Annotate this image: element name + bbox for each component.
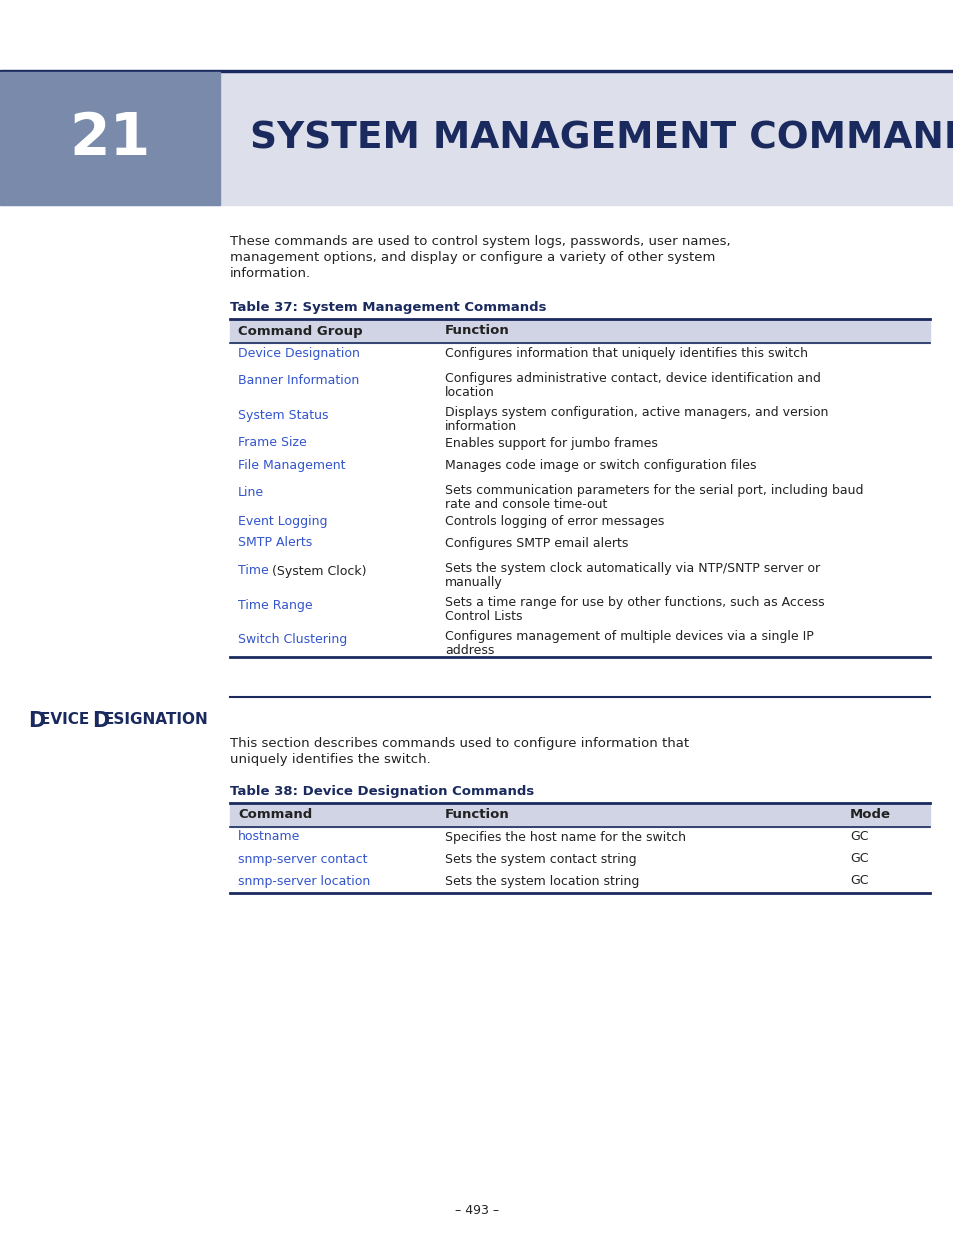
Text: Time: Time — [237, 564, 269, 578]
Text: Function: Function — [444, 325, 509, 337]
Text: Specifies the host name for the switch: Specifies the host name for the switch — [444, 830, 685, 844]
Text: Manages code image or switch configuration files: Manages code image or switch configurati… — [444, 458, 756, 472]
Text: Enables support for jumbo frames: Enables support for jumbo frames — [444, 436, 658, 450]
Text: Displays system configuration, active managers, and version: Displays system configuration, active ma… — [444, 406, 827, 419]
Text: information.: information. — [230, 267, 311, 280]
Text: Function: Function — [444, 809, 509, 821]
Text: EVICE: EVICE — [40, 713, 94, 727]
Text: D: D — [28, 711, 45, 731]
Text: Banner Information: Banner Information — [237, 374, 359, 388]
Text: GC: GC — [849, 874, 867, 888]
Text: Time Range: Time Range — [237, 599, 313, 611]
Text: File Management: File Management — [237, 458, 345, 472]
Text: Device Designation: Device Designation — [237, 347, 359, 359]
Text: These commands are used to control system logs, passwords, user names,: These commands are used to control syste… — [230, 235, 730, 248]
Text: D: D — [91, 711, 110, 731]
Text: information: information — [444, 420, 517, 433]
Bar — [230, 803, 929, 827]
Bar — [230, 319, 929, 343]
Text: rate and console time-out: rate and console time-out — [444, 498, 607, 511]
Text: Command Group: Command Group — [237, 325, 362, 337]
Text: Frame Size: Frame Size — [237, 436, 307, 450]
Text: – 493 –: – 493 – — [455, 1203, 498, 1216]
Text: Mode: Mode — [849, 809, 890, 821]
Bar — [0, 72, 953, 205]
Text: SMTP Alerts: SMTP Alerts — [237, 536, 312, 550]
Text: hostname: hostname — [237, 830, 300, 844]
Text: Table 37: System Management Commands: Table 37: System Management Commands — [230, 301, 546, 314]
Text: Configures information that uniquely identifies this switch: Configures information that uniquely ide… — [444, 347, 807, 359]
Text: ESIGNATION: ESIGNATION — [104, 713, 209, 727]
Text: 21: 21 — [70, 110, 151, 167]
Text: Sets a time range for use by other functions, such as Access: Sets a time range for use by other funct… — [444, 597, 823, 609]
Text: SYSTEM MANAGEMENT COMMANDS: SYSTEM MANAGEMENT COMMANDS — [250, 121, 953, 157]
Text: Sets the system contact string: Sets the system contact string — [444, 852, 636, 866]
Text: Sets the system location string: Sets the system location string — [444, 874, 639, 888]
Text: Table 38: Device Designation Commands: Table 38: Device Designation Commands — [230, 785, 534, 798]
Bar — [0, 70, 953, 72]
Bar — [0, 72, 220, 205]
Text: management options, and display or configure a variety of other system: management options, and display or confi… — [230, 251, 715, 264]
Text: Line: Line — [237, 487, 264, 499]
Text: snmp-server contact: snmp-server contact — [237, 852, 367, 866]
Text: Configures administrative contact, device identification and: Configures administrative contact, devic… — [444, 372, 820, 385]
Text: Configures management of multiple devices via a single IP: Configures management of multiple device… — [444, 630, 813, 643]
Text: GC: GC — [849, 852, 867, 866]
Text: This section describes commands used to configure information that: This section describes commands used to … — [230, 737, 688, 750]
Text: manually: manually — [444, 576, 502, 589]
Text: Switch Clustering: Switch Clustering — [237, 632, 347, 646]
Text: Sets the system clock automatically via NTP/SNTP server or: Sets the system clock automatically via … — [444, 562, 820, 576]
Text: GC: GC — [849, 830, 867, 844]
Text: address: address — [444, 643, 494, 657]
Text: Controls logging of error messages: Controls logging of error messages — [444, 515, 663, 527]
Text: System Status: System Status — [237, 409, 328, 421]
Text: location: location — [444, 387, 495, 399]
Text: uniquely identifies the switch.: uniquely identifies the switch. — [230, 753, 431, 766]
Text: Event Logging: Event Logging — [237, 515, 327, 527]
Text: snmp-server location: snmp-server location — [237, 874, 370, 888]
Text: Command: Command — [237, 809, 312, 821]
Text: (System Clock): (System Clock) — [268, 564, 366, 578]
Text: Sets communication parameters for the serial port, including baud: Sets communication parameters for the se… — [444, 484, 862, 496]
Bar — [0, 0, 953, 70]
Text: Control Lists: Control Lists — [444, 610, 522, 622]
Text: Configures SMTP email alerts: Configures SMTP email alerts — [444, 536, 628, 550]
